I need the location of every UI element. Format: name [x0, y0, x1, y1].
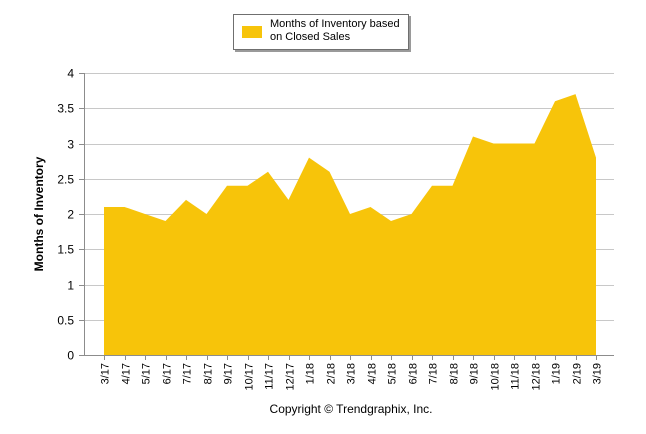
x-tick-label: 2/18 [326, 363, 338, 384]
legend-label: Months of Inventory based on Closed Sale… [270, 18, 400, 43]
x-tick-label: 5/17 [141, 363, 153, 384]
area-series [103, 94, 597, 356]
x-tick-label: 11/17 [264, 363, 276, 390]
x-tick-label: 2/19 [572, 363, 584, 384]
x-tick-label: 6/17 [162, 363, 174, 384]
y-tick-labels: 0 0.5 1 1.5 2 2.5 3 3.5 4 [57, 67, 74, 363]
x-tick-label: 11/18 [510, 363, 522, 390]
x-tick-label: 10/17 [244, 363, 256, 391]
x-tick-label: 8/17 [203, 363, 215, 384]
x-tick-label: 6/18 [408, 363, 420, 384]
y-tick-label: 0 [67, 349, 74, 363]
y-tick-label: 0.5 [57, 314, 74, 328]
x-tick-label: 10/18 [490, 363, 502, 391]
x-tick-label: 8/18 [449, 363, 461, 384]
y-axis-label: Months of Inventory [32, 156, 46, 271]
legend-swatch [242, 26, 262, 38]
copyright-text: Copyright © Trendgraphix, Inc. [269, 402, 433, 416]
y-tick-label: 3.5 [57, 102, 74, 116]
x-tick-label: 7/17 [182, 363, 194, 384]
x-tick-label: 4/18 [367, 363, 379, 384]
x-tick-label: 3/18 [346, 363, 358, 384]
x-tick-label: 12/17 [285, 363, 297, 391]
x-tick-label: 1/18 [305, 363, 317, 384]
y-tick-label: 1 [67, 279, 74, 293]
x-tick-label: 3/17 [100, 363, 112, 384]
x-tick-label: 1/19 [551, 363, 563, 384]
y-tick-label: 3 [67, 138, 74, 152]
y-tick-label: 2 [67, 208, 74, 222]
x-tick-label: 7/18 [428, 363, 440, 384]
y-tick-label: 2.5 [57, 173, 74, 187]
y-tick-label: 4 [67, 67, 74, 81]
x-tick-label: 9/18 [469, 363, 481, 384]
legend: Months of Inventory based on Closed Sale… [233, 14, 409, 50]
y-tick-label: 1.5 [57, 243, 74, 257]
axes [79, 73, 614, 360]
x-tick-label: 4/17 [121, 363, 133, 384]
x-tick-label: 12/18 [531, 363, 543, 391]
x-tick-label: 3/19 [592, 363, 604, 384]
x-tick-label: 5/18 [387, 363, 399, 384]
x-tick-label: 9/17 [223, 363, 235, 384]
area-fill [104, 94, 596, 356]
x-tick-labels: 3/17 4/17 5/17 6/17 7/17 8/17 9/17 10/17 11/17 12… [100, 363, 604, 391]
